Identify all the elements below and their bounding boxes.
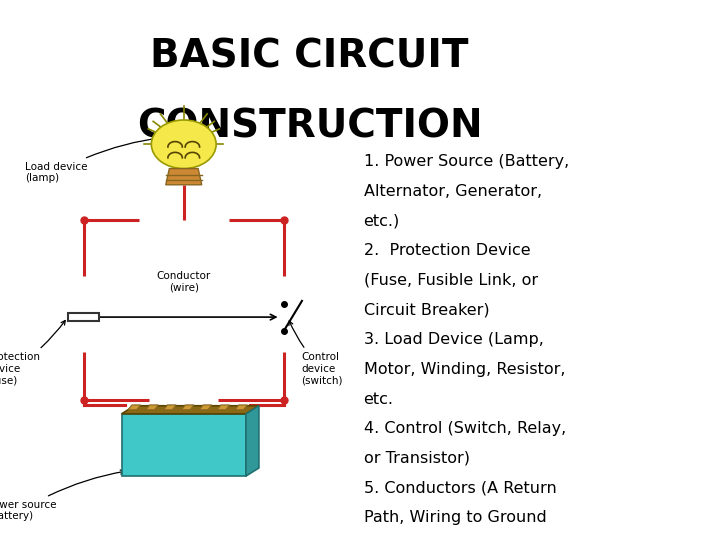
Text: Conductor
(wire): Conductor (wire) xyxy=(157,271,211,293)
Text: Control
device
(switch): Control device (switch) xyxy=(289,321,343,386)
Text: Motor, Winding, Resistor,: Motor, Winding, Resistor, xyxy=(364,362,565,377)
Circle shape xyxy=(151,120,216,168)
Polygon shape xyxy=(122,414,246,476)
Polygon shape xyxy=(246,406,259,476)
Text: 3. Load Device (Lamp,: 3. Load Device (Lamp, xyxy=(364,332,544,347)
Text: Circuit Breaker): Circuit Breaker) xyxy=(364,302,489,318)
Text: Protection
device
(fuse): Protection device (fuse) xyxy=(0,320,66,386)
FancyBboxPatch shape xyxy=(68,313,99,321)
Polygon shape xyxy=(217,405,230,410)
Text: 2.  Protection Device: 2. Protection Device xyxy=(364,243,530,258)
Text: Path, Wiring to Ground: Path, Wiring to Ground xyxy=(364,510,546,525)
Polygon shape xyxy=(166,168,202,185)
Text: etc.): etc.) xyxy=(364,213,400,228)
Text: or Transistor): or Transistor) xyxy=(364,451,469,466)
Polygon shape xyxy=(181,405,194,410)
Text: Alternator, Generator,: Alternator, Generator, xyxy=(364,184,541,199)
Text: 1. Power Source (Battery,: 1. Power Source (Battery, xyxy=(364,154,569,169)
Text: 5. Conductors (A Return: 5. Conductors (A Return xyxy=(364,481,557,496)
Text: Load device
(lamp): Load device (lamp) xyxy=(24,136,163,183)
Text: BASIC CIRCUIT: BASIC CIRCUIT xyxy=(150,38,469,76)
Polygon shape xyxy=(128,405,140,410)
Polygon shape xyxy=(146,405,158,410)
Text: 4. Control (Switch, Relay,: 4. Control (Switch, Relay, xyxy=(364,421,566,436)
Text: CONSTRUCTION: CONSTRUCTION xyxy=(137,108,482,146)
Polygon shape xyxy=(235,405,248,410)
Text: (Fuse, Fusible Link, or: (Fuse, Fusible Link, or xyxy=(364,273,538,288)
Polygon shape xyxy=(163,405,176,410)
Polygon shape xyxy=(199,405,212,410)
Text: etc.: etc. xyxy=(364,392,394,407)
Text: Power source
(battery): Power source (battery) xyxy=(0,470,125,522)
Polygon shape xyxy=(122,406,259,414)
